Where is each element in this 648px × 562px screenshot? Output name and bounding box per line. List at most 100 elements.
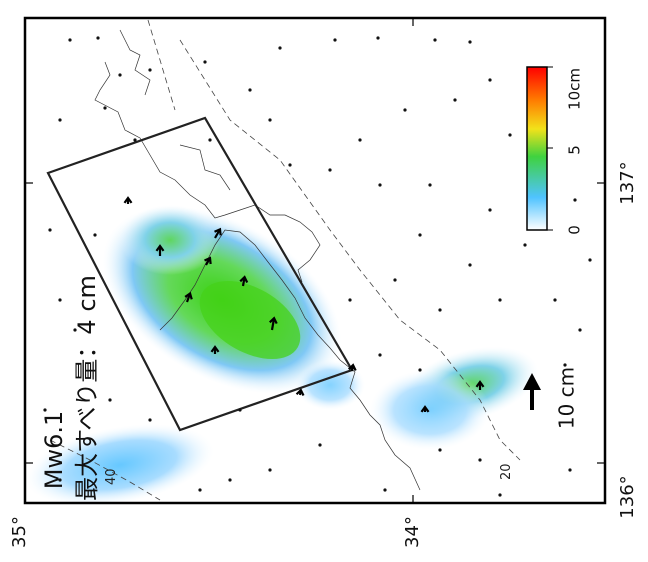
coastline-south xyxy=(159,229,421,491)
station-dot xyxy=(478,458,482,462)
coastline-bay xyxy=(179,144,231,191)
station-dot xyxy=(403,108,407,112)
lon-label-136: 136° xyxy=(617,475,638,518)
coastline-north xyxy=(94,61,321,283)
station-dot xyxy=(328,168,332,172)
station-dot xyxy=(278,46,282,50)
scale-label-min: 0 xyxy=(566,225,584,235)
slip-patch-southwest xyxy=(26,424,214,506)
station-dot xyxy=(248,88,252,92)
slip-patch-northwest xyxy=(120,205,220,275)
station-dot xyxy=(148,418,152,422)
station-dot xyxy=(438,448,442,452)
gnss-stations xyxy=(43,36,592,497)
scale-label-max: 10cm xyxy=(566,68,584,110)
lon-label-137: 137° xyxy=(617,161,638,204)
slip-patch-east-blue xyxy=(370,370,490,450)
contour-40 xyxy=(49,439,161,501)
station-dot xyxy=(393,278,397,282)
slip-vector-arrow xyxy=(210,345,220,354)
station-dot xyxy=(468,40,472,44)
station-dot xyxy=(378,353,382,357)
contour-20 xyxy=(179,39,521,461)
color-scale-bar xyxy=(526,66,548,231)
station-dot xyxy=(348,298,352,302)
station-dot xyxy=(118,73,122,77)
slip-vector-arrow xyxy=(123,196,133,204)
vector-legend-arrow xyxy=(523,373,541,410)
station-dot xyxy=(133,138,137,142)
plate-contours xyxy=(49,19,521,501)
color-scale-ticks xyxy=(547,66,553,231)
station-dot xyxy=(333,38,337,42)
station-dot xyxy=(453,98,457,102)
vector-legend-label: 10 cm xyxy=(555,367,579,429)
slip-vector-arrow xyxy=(420,405,430,413)
lat-label-34: 34° xyxy=(402,516,423,548)
slip-vector-arrow xyxy=(214,227,222,239)
station-dot xyxy=(208,138,212,142)
station-dot xyxy=(58,478,62,482)
station-dot xyxy=(228,478,232,482)
station-dot xyxy=(433,38,437,42)
station-dot xyxy=(488,78,492,82)
station-dot xyxy=(588,258,592,262)
contour-label-40: 40 xyxy=(104,468,119,485)
station-dot xyxy=(198,488,202,492)
station-dot xyxy=(96,36,100,40)
station-dot xyxy=(418,233,422,237)
slip-vector-arrow xyxy=(239,275,249,287)
slip-vector-arrow xyxy=(475,380,485,390)
station-dot xyxy=(93,233,97,237)
station-dot xyxy=(568,468,572,472)
station-dot xyxy=(103,106,107,110)
coastline-inlet xyxy=(119,29,151,96)
slip-vector-arrow xyxy=(155,244,165,256)
station-dot xyxy=(573,198,577,202)
station-dot xyxy=(148,68,152,72)
station-dot xyxy=(438,308,442,312)
station-dot xyxy=(358,138,362,142)
station-dot xyxy=(498,298,502,302)
station-dot xyxy=(238,408,242,412)
scale-label-mid: 5 xyxy=(566,145,584,155)
slip-vector-arrow xyxy=(295,388,305,396)
max-slip-label: 最大すべり量：4 cm xyxy=(73,275,101,501)
station-dot xyxy=(43,408,47,412)
magnitude-label: Mw6.1 xyxy=(40,411,68,490)
station-dot xyxy=(553,298,557,302)
station-dot xyxy=(58,298,62,302)
station-dot xyxy=(58,118,62,122)
map-frame xyxy=(23,16,607,505)
station-dot xyxy=(498,493,502,497)
station-dot xyxy=(428,183,432,187)
station-dot xyxy=(383,488,387,492)
station-dot xyxy=(523,243,527,247)
station-dot xyxy=(563,363,567,367)
station-dot xyxy=(48,228,52,232)
coastline xyxy=(94,29,421,491)
station-dot xyxy=(108,398,112,402)
station-dot xyxy=(203,60,207,64)
station-dot xyxy=(318,443,322,447)
station-dot xyxy=(508,133,512,137)
station-dot xyxy=(268,118,272,122)
contour-upper xyxy=(147,19,176,111)
frame-ticks xyxy=(25,18,605,503)
station-dot xyxy=(268,468,272,472)
station-dot xyxy=(376,36,380,40)
slip-vector-arrow xyxy=(269,316,278,331)
station-dot xyxy=(418,368,422,372)
station-dot xyxy=(488,208,492,212)
station-dot xyxy=(73,328,77,332)
slip-patch-core xyxy=(199,280,301,360)
slip-vector-arrow xyxy=(347,363,357,372)
slip-vector-arrow xyxy=(184,291,193,303)
station-dot xyxy=(288,163,292,167)
station-dot xyxy=(378,183,382,187)
slip-vectors xyxy=(123,196,485,413)
lat-label-35: 35° xyxy=(9,516,30,548)
station-dot xyxy=(468,263,472,267)
